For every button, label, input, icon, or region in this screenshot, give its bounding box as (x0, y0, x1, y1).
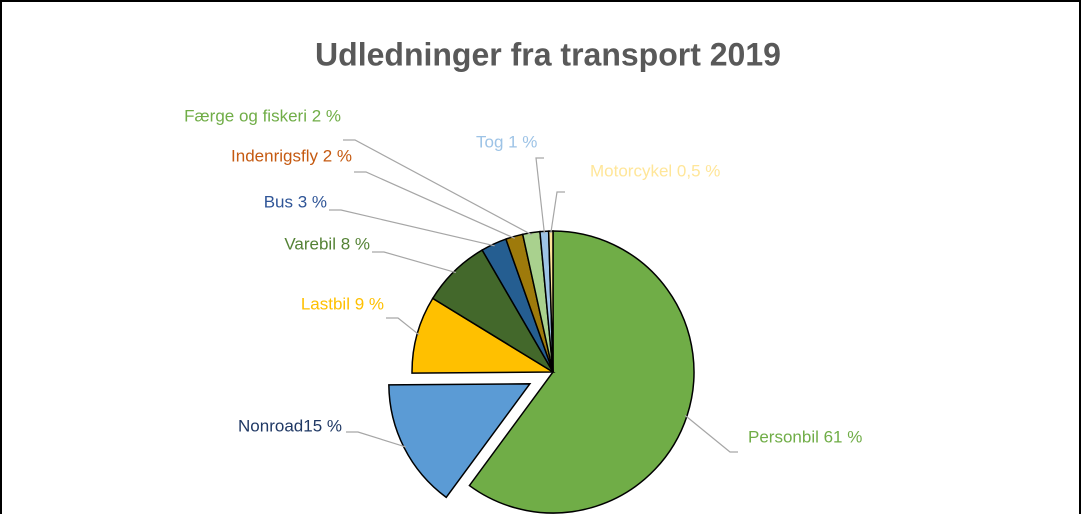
data-label: Indenrigsfly 2 % (231, 146, 352, 165)
pie-slice (388, 383, 532, 499)
leader-line (329, 209, 495, 247)
data-label: Lastbil 9 % (301, 294, 384, 313)
leader-line (386, 317, 420, 336)
data-label: Tog 1 % (476, 132, 537, 151)
leader-line (343, 139, 532, 236)
leader-line (372, 251, 457, 274)
data-label: Nonroad15 % (238, 416, 342, 435)
data-label: Personbil 61 % (748, 427, 862, 446)
leader-line (346, 431, 407, 448)
leader-line (684, 414, 738, 453)
leader-line (550, 191, 565, 234)
data-label: Varebil 8 % (284, 234, 370, 253)
leader-line (535, 157, 545, 234)
leader-line (354, 171, 516, 239)
pie-slice (468, 230, 695, 514)
data-label: Færge og fiskeri 2 % (184, 106, 341, 125)
data-label: Bus 3 % (264, 192, 327, 211)
chart-title: Udledninger fra transport 2019 (315, 36, 781, 72)
data-label: Motorcykel 0,5 % (590, 161, 720, 180)
